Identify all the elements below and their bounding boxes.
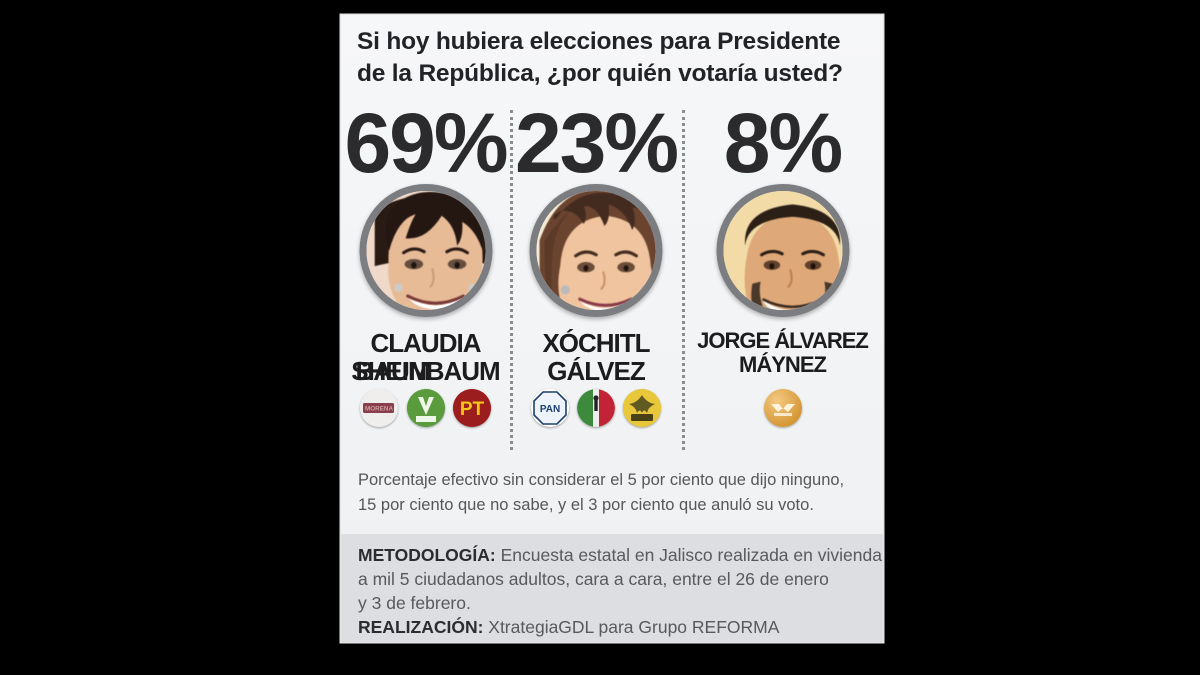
svg-text:PT: PT [460,399,485,420]
svg-text:MORENA: MORENA [365,406,393,413]
svg-text:PAN: PAN [539,404,559,415]
